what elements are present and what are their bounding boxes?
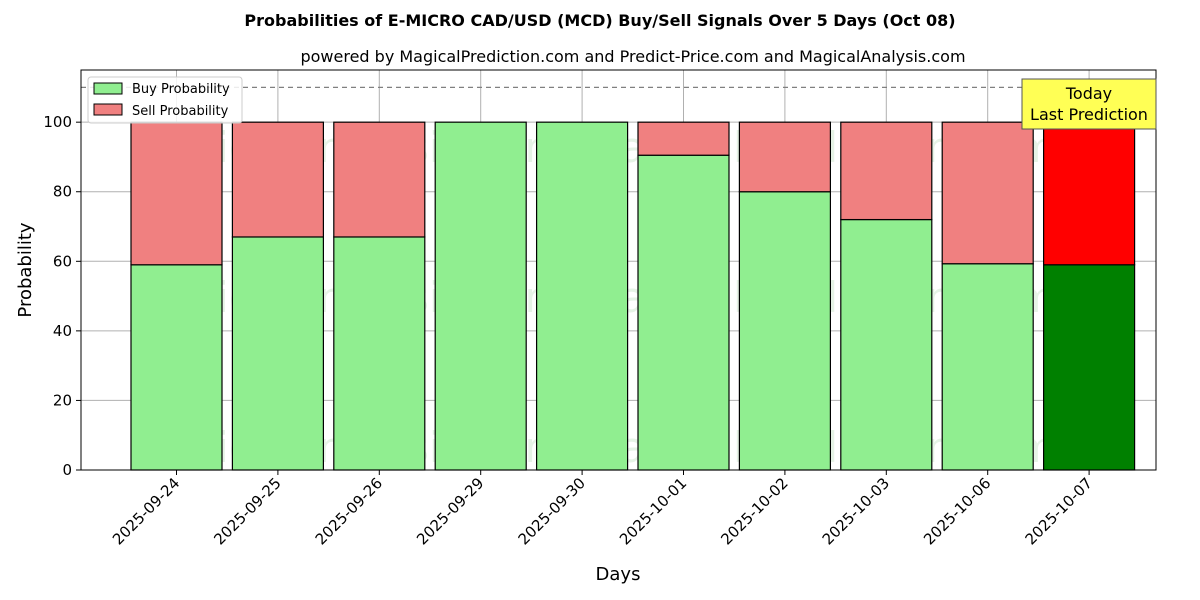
x-tick-label: 2025-09-24 [109, 474, 183, 548]
bar-layer [130, 121, 1136, 471]
bar-buy [231, 236, 324, 471]
legend-swatch-buy [93, 82, 123, 95]
legend-label-buy: Buy Probability [132, 82, 230, 97]
bar-sell [738, 121, 832, 193]
x-tick-label: 2025-10-07 [1022, 474, 1096, 548]
x-tick-label: 2025-09-25 [210, 474, 284, 548]
bar-buy [130, 264, 223, 471]
annotation-line2: Last Prediction [1030, 105, 1148, 124]
legend: Buy Probability Sell Probability [87, 76, 243, 124]
plot-frame [80, 69, 1157, 471]
bar-buy [637, 154, 730, 471]
chart-title: Probabilities of E-MICRO CAD/USD (MCD) B… [244, 11, 955, 30]
today-annotation: Today Last Prediction [1021, 78, 1157, 130]
bar-sell [231, 121, 324, 238]
bar-buy [333, 236, 426, 471]
bar-buy [941, 263, 1034, 471]
legend-box [87, 76, 243, 124]
bar-sell [941, 121, 1034, 265]
bar-buy [434, 121, 527, 471]
y-tick-label: 100 [43, 113, 72, 131]
legend-label-sell: Sell Probability [132, 104, 229, 119]
bar-buy [840, 218, 933, 471]
x-tick-label: 2025-10-03 [819, 474, 893, 548]
x-axis-ticks: 2025-09-24 2025-09-25 2025-09-26 2025-09-29… [109, 470, 1096, 548]
y-tick-label: 40 [53, 322, 72, 340]
bar-sell [840, 121, 933, 221]
x-tick-label: 2025-10-01 [616, 474, 690, 548]
y-tick-label: 80 [53, 183, 72, 201]
annotation-line1: Today [1065, 84, 1112, 103]
bar-buy [738, 191, 832, 471]
chart-subtitle: powered by MagicalPrediction.com and Pre… [300, 47, 965, 66]
x-tick-label: 2025-09-26 [312, 474, 386, 548]
x-axis-label: Days [596, 564, 641, 585]
bar-sell [637, 121, 730, 156]
bar-sell [1042, 121, 1136, 266]
legend-swatch-sell [93, 103, 123, 116]
y-tick-label: 60 [53, 252, 72, 270]
y-tick-label: 20 [53, 391, 72, 409]
y-tick-label: 0 [62, 461, 72, 479]
x-tick-label: 2025-09-29 [413, 474, 487, 548]
x-tick-label: 2025-09-30 [515, 474, 589, 548]
annotation-box [1021, 78, 1157, 130]
bar-buy [535, 121, 629, 471]
y-axis-ticks: 0 20 40 60 80 100 [43, 113, 81, 479]
x-tick-label: 2025-10-02 [717, 474, 791, 548]
y-axis-label: Probability [15, 222, 36, 317]
bar-sell [333, 121, 426, 238]
bar-sell [130, 121, 223, 266]
bar-buy [1042, 264, 1136, 471]
x-tick-label: 2025-10-06 [920, 474, 994, 548]
